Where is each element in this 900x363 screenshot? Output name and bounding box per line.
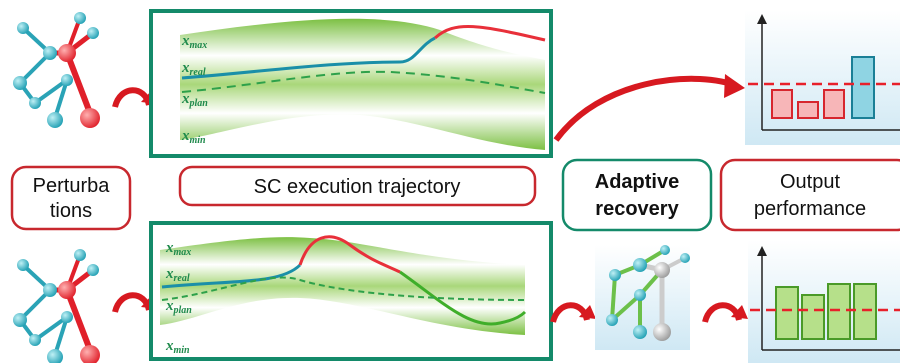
output-box: Output performance (721, 160, 900, 230)
output-chart-degraded-part (824, 90, 844, 118)
output-chart-degraded (745, 10, 900, 145)
recovery-box: Adaptive recovery (563, 160, 711, 230)
output-chart-recovered-part (802, 295, 824, 339)
recovered-network-part (653, 323, 671, 341)
output-chart-recovered-part (776, 287, 798, 339)
axis-label-part: min (174, 345, 191, 356)
trajectory-box: SC execution trajectory (180, 167, 535, 205)
output-chart-degraded-part (798, 102, 818, 118)
output-chart-degraded-part (772, 90, 792, 118)
recovered-network-part (606, 314, 618, 326)
curved-arrow-part (115, 90, 149, 107)
axis-label-part: plan (173, 305, 193, 316)
output-chart-recovered-part (854, 284, 876, 339)
curved-arrow (705, 305, 748, 322)
recovered-network-part (660, 245, 670, 255)
curved-arrow (556, 74, 745, 140)
curved-arrow-part (556, 79, 735, 140)
perturbed-network (13, 249, 100, 363)
axis-label-part: max (190, 40, 208, 51)
axis-label-part: max (174, 247, 192, 258)
box-label: SC execution trajectory (254, 176, 461, 198)
output-chart-recovered (748, 240, 900, 363)
recovered-network (595, 245, 690, 350)
axis-label-part: plan (189, 98, 209, 109)
recovered-network-part (633, 325, 647, 339)
axis-label-part: min (190, 135, 207, 146)
box-label: recovery (595, 198, 679, 220)
recovered-network-part (609, 269, 621, 281)
top-trajectory-panel: xmax xreal xplan xmin (151, 11, 551, 156)
output-chart-recovered-part (828, 284, 850, 339)
output-chart-degraded-part (852, 57, 874, 118)
output-chart-degraded-part (745, 10, 900, 145)
recovered-network-part (654, 262, 670, 278)
box-label: Adaptive (595, 171, 679, 193)
axis-label-part: real (174, 273, 190, 284)
recovered-network-part (680, 253, 690, 263)
box-label: performance (754, 198, 866, 220)
perturbed-network (13, 12, 100, 128)
diagram: xmax xreal xplan xmin Perturba tions SC … (0, 0, 900, 363)
axis-label-part: real (190, 67, 206, 78)
recovered-network-part (633, 258, 647, 272)
curved-arrow (553, 305, 596, 322)
curved-arrow-part (705, 305, 739, 322)
curved-arrow-part (553, 305, 587, 322)
box-label: tions (50, 200, 92, 222)
perturbations-box: Perturba tions (12, 167, 130, 229)
bottom-trajectory-panel: xmax xreal xplan xmin (151, 223, 551, 359)
box-label: Perturba (33, 175, 111, 197)
curved-arrow-part (115, 295, 149, 312)
box-label: Output (780, 171, 840, 193)
recovered-network-part (634, 289, 646, 301)
curved-arrow-part (724, 74, 745, 98)
